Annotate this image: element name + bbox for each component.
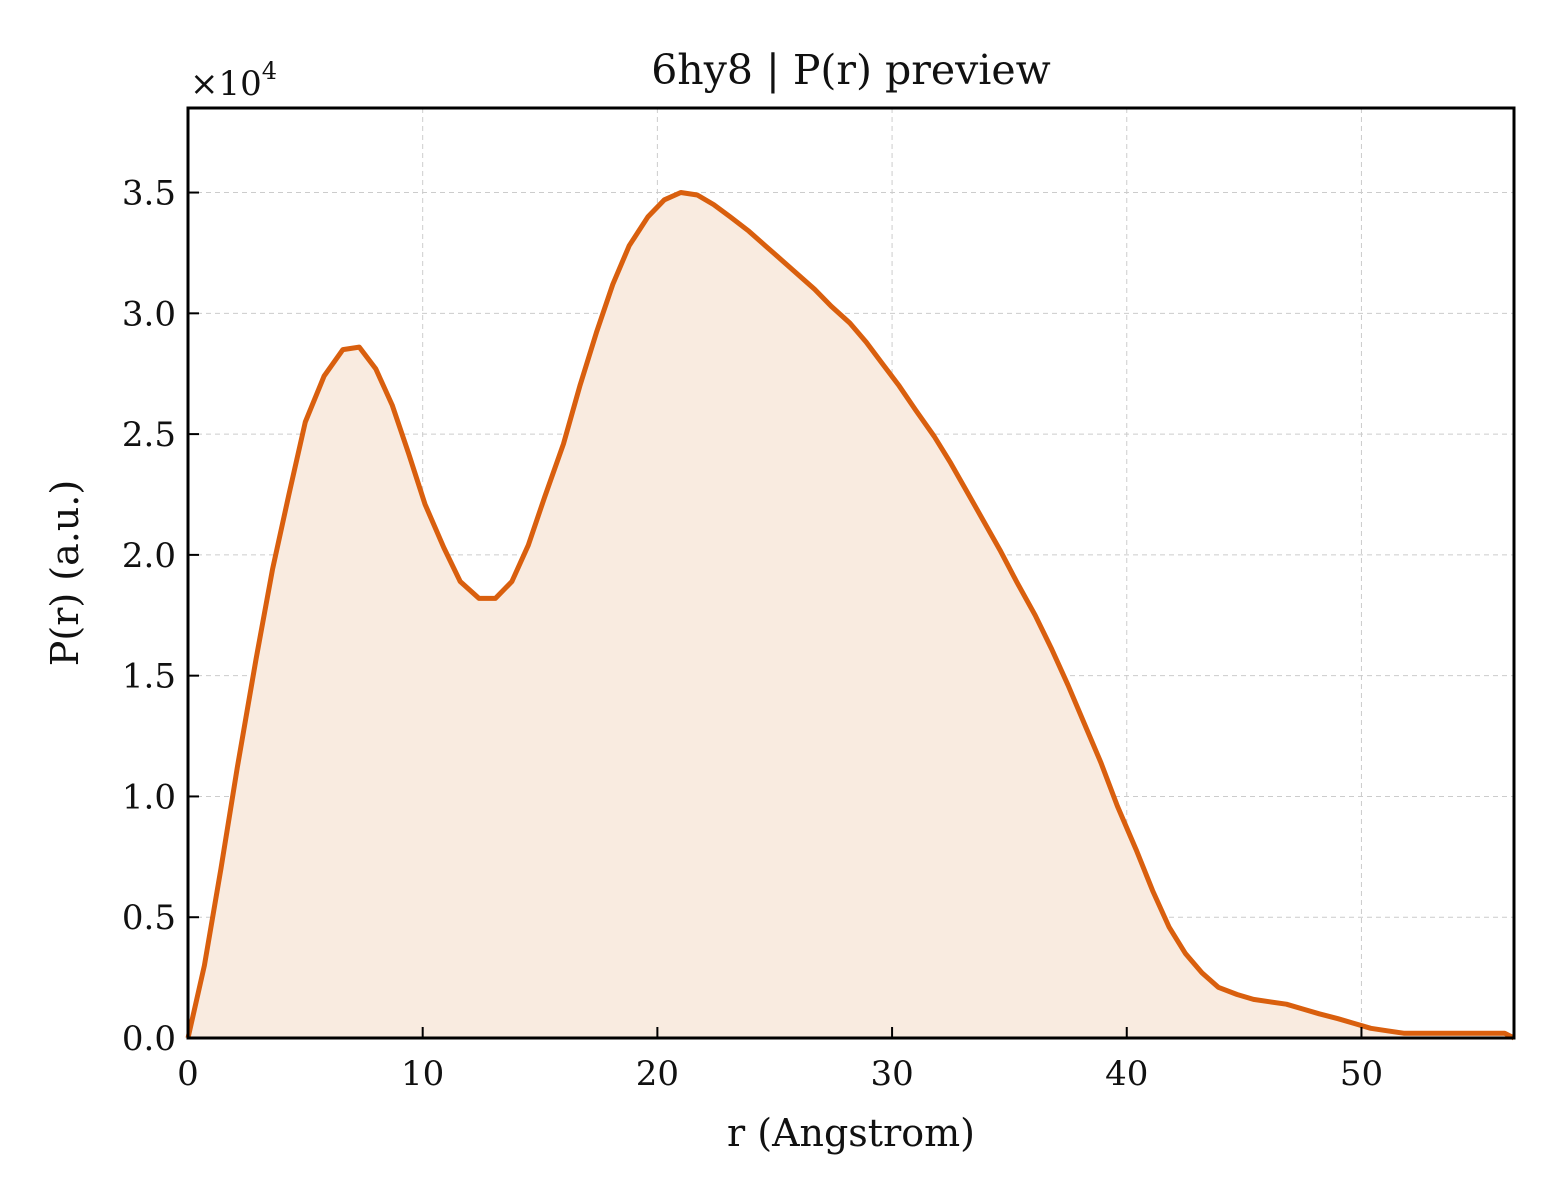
y-multiplier-label: ×104 (190, 57, 277, 104)
y-axis-label: P(r) (a.u.) (43, 480, 87, 666)
x-tick-label: 40 (1105, 1054, 1148, 1094)
plot-frame (186, 106, 1516, 1040)
y-tick-label: 3.5 (122, 174, 176, 214)
y-multiplier-base: ×10 (190, 64, 262, 104)
x-tick-label: 10 (401, 1054, 444, 1094)
x-tick-label: 0 (177, 1054, 199, 1094)
y-tick-label: 1.0 (122, 777, 176, 817)
y-tick-label: 0.5 (122, 898, 176, 938)
y-tick-label: 0.0 (122, 1019, 176, 1059)
chart-title: 6hy8 | P(r) preview (651, 46, 1051, 94)
pr-area-fill (188, 192, 1514, 1038)
x-tick-label: 20 (636, 1054, 679, 1094)
x-axis-label: r (Angstrom) (727, 1111, 975, 1155)
y-tick-label: 2.0 (122, 536, 176, 576)
pr-series-line (185, 190, 1516, 1041)
y-tick-label: 3.0 (122, 294, 176, 334)
axis-ticks: 0 10 20 30 40 50 0.0 0.5 1.0 1.5 2.0 2.5 3.0 3.5 (122, 174, 1383, 1094)
y-tick-label: 2.5 (122, 415, 176, 455)
x-tick-label: 50 (1340, 1054, 1383, 1094)
x-tick-label: 30 (870, 1054, 913, 1094)
y-multiplier-exponent: 4 (262, 57, 277, 85)
y-tick-label: 1.5 (122, 657, 176, 697)
